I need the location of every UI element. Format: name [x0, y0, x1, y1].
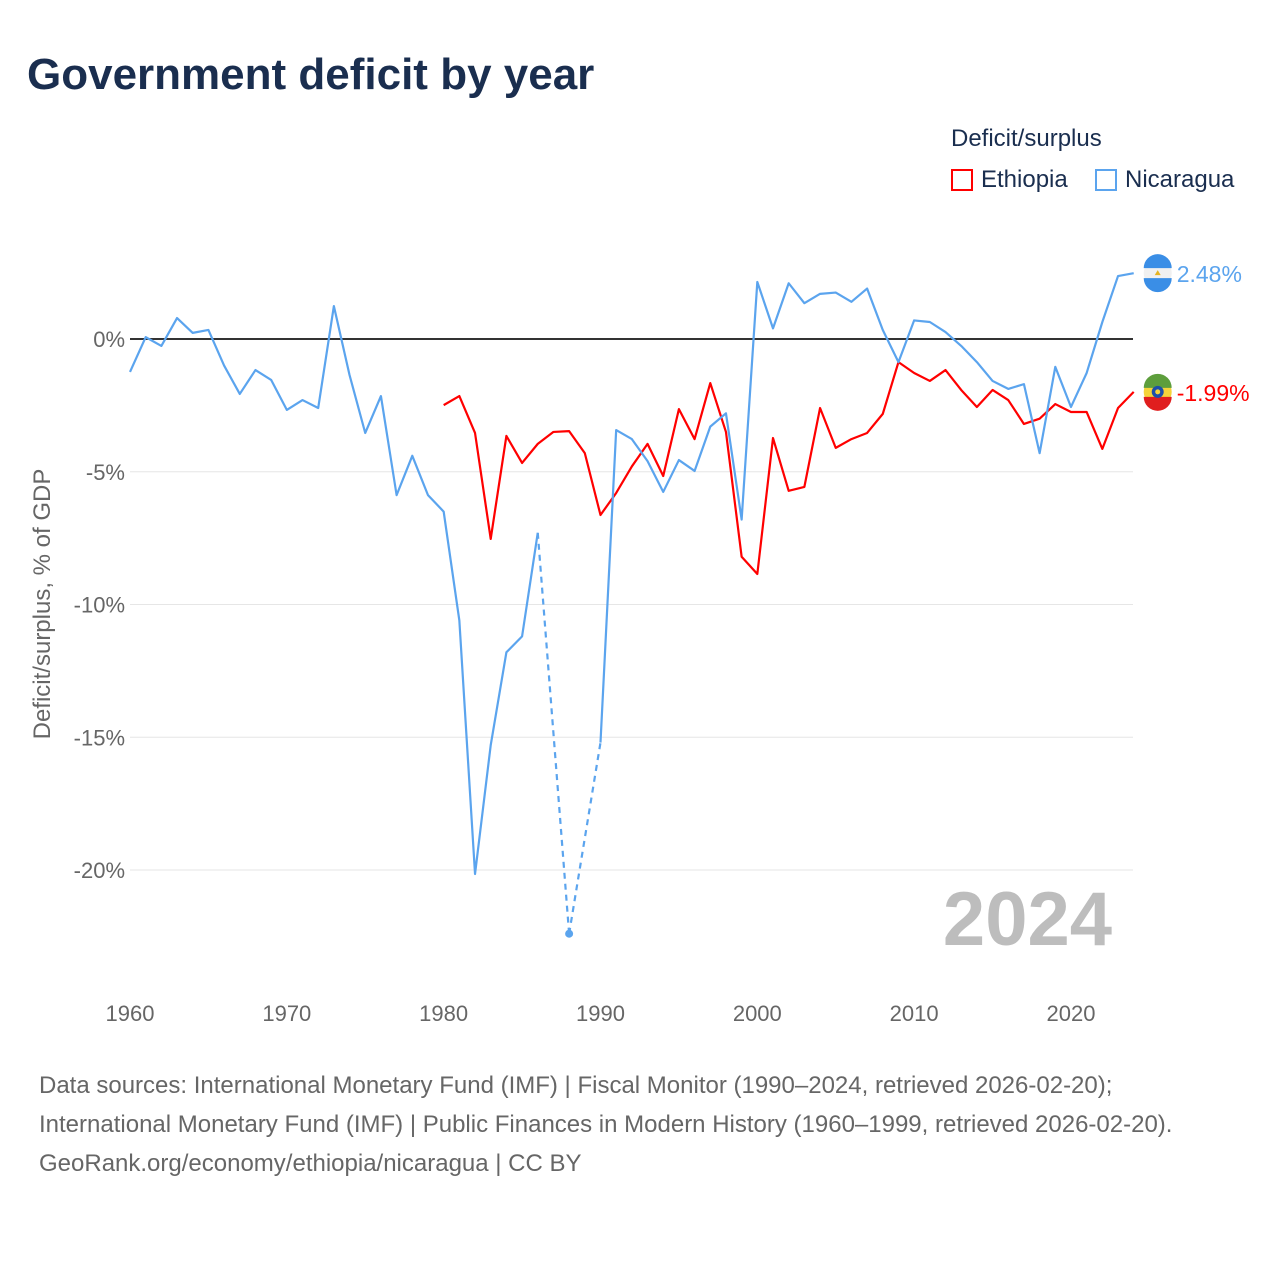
- y-tick-label: -10%: [74, 593, 125, 618]
- series-line-nicaragua: [568, 742, 602, 934]
- series-line-ethiopia: [443, 360, 1135, 576]
- y-tick-label: -5%: [86, 460, 125, 485]
- legend-swatch-nicaragua: [1095, 169, 1117, 191]
- legend-item-nicaragua[interactable]: Nicaragua: [1095, 166, 1234, 194]
- x-tick-label: 2000: [733, 1001, 782, 1026]
- line-chart: 2024 Deficit/surplus, % of GDP 0% -5% -10%…: [29, 254, 1250, 1026]
- x-tick-label: 2020: [1047, 1001, 1096, 1026]
- y-tick-label: 0%: [93, 327, 125, 352]
- x-tick-label: 2010: [890, 1001, 939, 1026]
- legend-item-ethiopia[interactable]: Ethiopia: [951, 166, 1068, 194]
- x-tick-label: 1960: [106, 1001, 155, 1026]
- y-axis-label: Deficit/surplus, % of GDP: [29, 469, 56, 740]
- legend-label: Ethiopia: [981, 166, 1068, 193]
- year-watermark: 2024: [943, 877, 1112, 962]
- end-label-nicaragua: 2.48%: [1177, 261, 1242, 287]
- y-tick-label: -15%: [74, 725, 125, 750]
- x-tick-label: 1980: [419, 1001, 468, 1026]
- x-tick-label: 1970: [262, 1001, 311, 1026]
- x-tick-label: 1990: [576, 1001, 625, 1026]
- credit-link[interactable]: GeoRank.org/economy/ethiopia/nicaragua |…: [39, 1150, 582, 1177]
- flag-icon-nicaragua: [1143, 254, 1172, 293]
- legend-title: Deficit/surplus: [951, 125, 1102, 152]
- end-label-ethiopia: -1.99%: [1177, 380, 1250, 406]
- data-sources: Data sources: International Monetary Fun…: [39, 1072, 1173, 1138]
- series-line-nicaragua: [128, 304, 539, 876]
- y-tick-label: -20%: [74, 858, 125, 883]
- flag-icon-ethiopia: [1143, 373, 1172, 411]
- series-line-nicaragua: [536, 532, 571, 934]
- footer: Data sources: International Monetary Fun…: [39, 1066, 1239, 1183]
- chart-title: Government deficit by year: [27, 50, 595, 99]
- series-line-nicaragua: [599, 272, 1134, 743]
- legend-label: Nicaragua: [1125, 166, 1235, 193]
- legend-swatch-ethiopia: [951, 169, 973, 191]
